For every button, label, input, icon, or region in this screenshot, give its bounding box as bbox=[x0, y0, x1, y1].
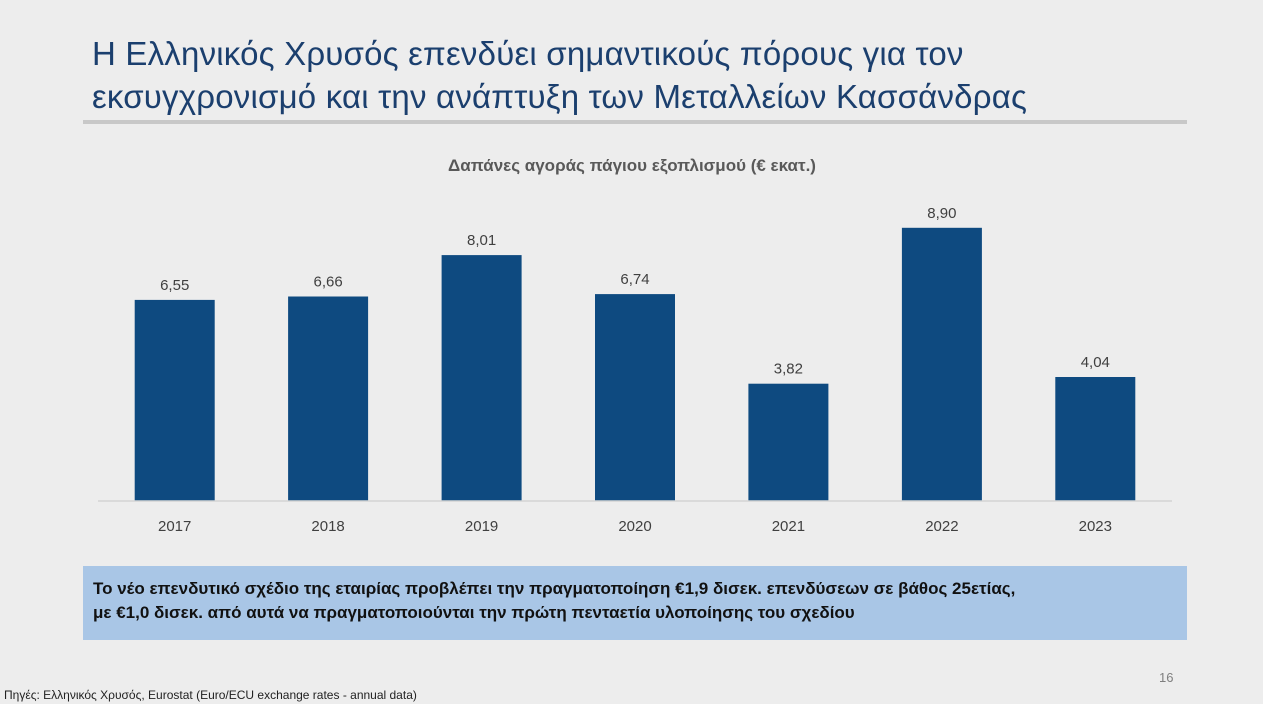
slide-title-line-1: Η Ελληνικός Χρυσός επενδύει σημαντικούς … bbox=[92, 35, 964, 72]
bar-chart: 6,55 6,668,016,743,828,904,04 2017 2018 201… bbox=[98, 205, 1172, 535]
data-label-2020: 6,74 bbox=[620, 271, 649, 288]
title-divider bbox=[83, 120, 1187, 124]
x-tick-label-2017: 2017 bbox=[158, 518, 191, 535]
bar-2017 bbox=[134, 299, 215, 501]
chart-title: Δαπάνες αγοράς πάγιου εξοπλισμού (€ εκατ… bbox=[448, 156, 816, 175]
bar-2023 bbox=[1055, 377, 1136, 501]
x-tick-label-2020: 2020 bbox=[618, 518, 651, 535]
data-labels-group: 6,55 6,66 8,01 6,74 3,82 8,90 4,04 bbox=[160, 205, 1110, 378]
data-label-2019: 8,01 bbox=[467, 232, 496, 249]
x-tick-label-2019: 2019 bbox=[465, 518, 498, 535]
page-number: 16 bbox=[1159, 670, 1174, 685]
x-tick-labels-group: 2017 2018 2019 2020 2021 2022 2023 bbox=[158, 518, 1112, 535]
bar-2020 bbox=[595, 294, 675, 501]
slide-title: Η Ελληνικός Χρυσός επενδύει σημαντικούς … bbox=[92, 32, 1192, 118]
bar-2021 bbox=[748, 383, 829, 501]
data-label-2021: 3,82 bbox=[774, 361, 803, 378]
bar-2018 bbox=[288, 296, 369, 501]
source-note: Πηγές: Ελληνικός Χρυσός, Eurostat (Euro/… bbox=[4, 688, 417, 702]
callout-box: Το νέο επενδυτικό σχέδιο της εταιρίας πρ… bbox=[83, 566, 1187, 640]
slide-title-line-2: εκσυγχρονισμό και την ανάπτυξη των Μεταλ… bbox=[92, 78, 1028, 115]
callout-line-2: με €1,0 δισεκ. από αυτά να πραγματοποιού… bbox=[93, 603, 855, 622]
data-label-2017: 6,55 bbox=[160, 277, 189, 294]
x-tick-label-2021: 2021 bbox=[772, 518, 805, 535]
data-label-2018: 6,66 bbox=[313, 274, 342, 291]
bars-group bbox=[134, 227, 1136, 502]
bar-2022 bbox=[901, 227, 982, 502]
callout-line-1: Το νέο επενδυτικό σχέδιο της εταιρίας πρ… bbox=[93, 579, 1016, 598]
bar-2019 bbox=[441, 255, 522, 501]
x-tick-label-2023: 2023 bbox=[1079, 518, 1112, 535]
x-tick-label-2018: 2018 bbox=[311, 518, 344, 535]
data-label-2022: 8,90 bbox=[927, 205, 956, 222]
data-label-2023: 4,04 bbox=[1081, 354, 1110, 371]
x-tick-label-2022: 2022 bbox=[925, 518, 958, 535]
